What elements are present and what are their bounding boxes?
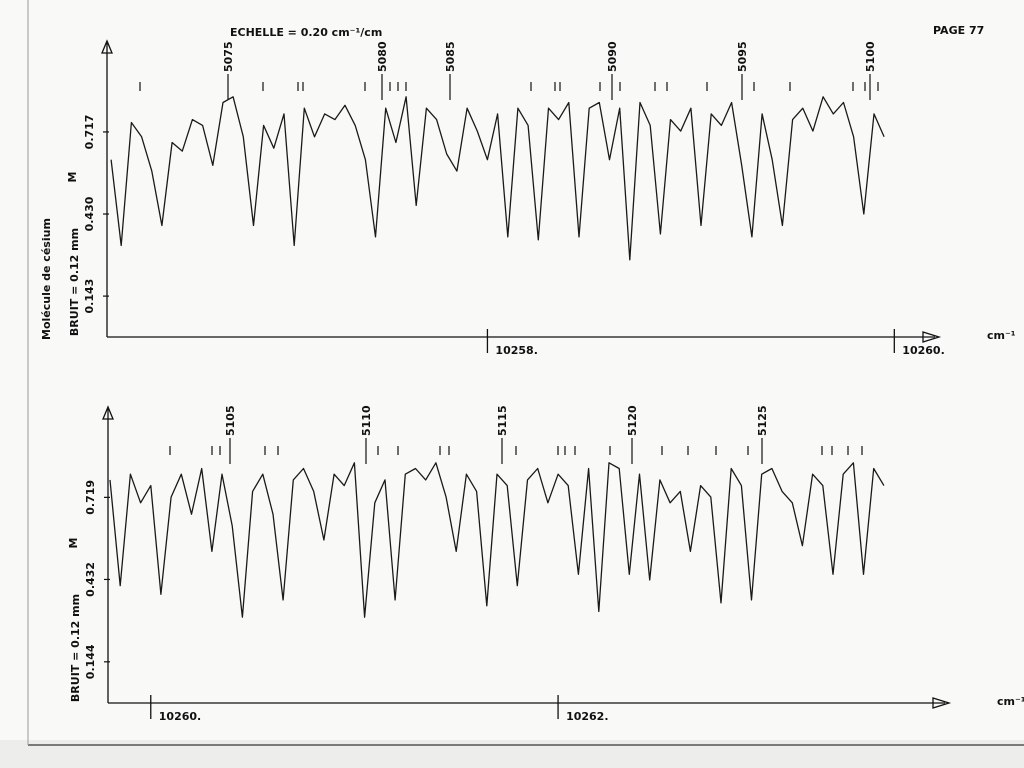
y-tick-label: 0.430 [83,196,96,231]
line-label: 5125 [756,405,769,436]
y-tick-label: 0.719 [84,480,97,515]
line-label: 5080 [376,41,389,72]
x-tick-label: 10260. [902,344,944,357]
molecule-label: Molécule de césium [40,218,53,340]
line-label: 5110 [360,405,373,436]
line-label: 5075 [222,41,235,72]
line-label: 5115 [496,405,509,436]
line-label: 5090 [606,41,619,72]
axis-arrow [101,39,113,54]
x-tick-label: 10258. [495,344,537,357]
line-label: 5100 [864,41,877,72]
y-tick-label: 0.144 [84,644,97,679]
x-unit: cm⁻¹ [997,695,1024,708]
y-tick-label: 0.143 [83,279,96,314]
spectrum-line [109,462,885,618]
x-tick-label: 10262. [566,710,608,723]
scale-label: ECHELLE = 0.20 cm⁻¹/cm [230,26,382,39]
axis-arrow [102,405,114,420]
page-number: PAGE 77 [933,24,984,37]
y-symbol: M [67,538,80,549]
line-label: 5095 [736,41,749,72]
line-label: 5105 [224,405,237,436]
paper [0,0,1024,740]
line-label: 5085 [444,41,457,72]
x-unit: cm⁻¹ [987,329,1016,342]
axis-arrow [932,697,952,709]
axis-arrow [922,331,942,343]
y-tick-label: 0.717 [83,115,96,150]
y-tick-label: 0.432 [84,562,97,597]
y-label: BRUIT = 0.12 mm [69,594,82,702]
y-label: BRUIT = 0.12 mm [68,228,81,336]
spectrum-line [110,96,885,261]
y-symbol: M [66,172,79,183]
line-label: 5120 [626,405,639,436]
x-tick-label: 10260. [159,710,201,723]
